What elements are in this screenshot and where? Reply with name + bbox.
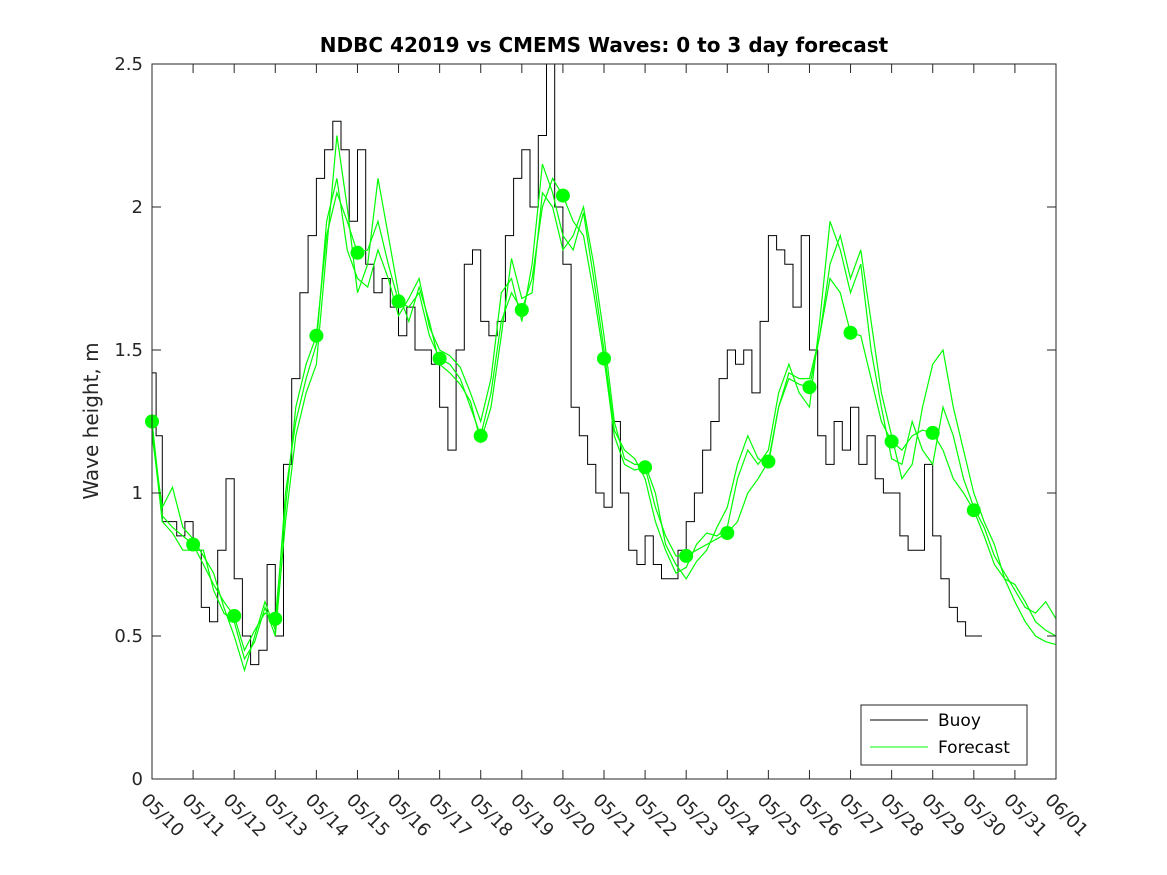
y-tick-label: 0: [132, 769, 143, 790]
legend-box: [860, 704, 1028, 766]
forecast-point: [843, 325, 858, 340]
forecast-point: [432, 351, 447, 366]
chart-title: NDBC 42019 vs CMEMS Waves: 0 to 3 day fo…: [320, 33, 889, 57]
forecast-point: [309, 328, 324, 343]
forecast-point: [720, 526, 735, 540]
forecast-point: [227, 609, 242, 623]
forecast-point: [679, 548, 694, 563]
forecast-point: [514, 303, 529, 317]
y-tick-label: 1.5: [114, 340, 143, 361]
legend: Buoy Forecast: [860, 704, 1028, 766]
forecast-point: [186, 537, 201, 552]
forecast-point: [966, 503, 981, 518]
forecast-point: [473, 428, 488, 443]
y-tick-label: 1: [132, 483, 143, 504]
forecast-point: [925, 425, 940, 440]
forecast-point: [638, 460, 653, 475]
forecast-run-line: [151, 163, 1057, 673]
legend-forecast-label: Forecast: [938, 738, 1010, 758]
forecast-point: [391, 294, 406, 309]
forecast-point: [597, 351, 611, 366]
forecast-point: [802, 380, 817, 395]
y-tick-label: 2.5: [114, 54, 143, 75]
y-axis-label: Wave height, m: [79, 342, 103, 499]
forecast-run-line: [151, 135, 1057, 661]
forecast-point: [884, 434, 899, 449]
plot-area: [145, 63, 1057, 673]
forecast-point: [350, 245, 365, 260]
forecast-point: [761, 454, 776, 469]
y-tick-label: 2: [132, 197, 143, 218]
buoy-series-line: [152, 63, 982, 666]
forecast-point: [268, 611, 283, 626]
legend-buoy-label: Buoy: [938, 711, 981, 731]
y-tick-label: 0.5: [114, 626, 143, 647]
forecast-point: [555, 188, 570, 203]
